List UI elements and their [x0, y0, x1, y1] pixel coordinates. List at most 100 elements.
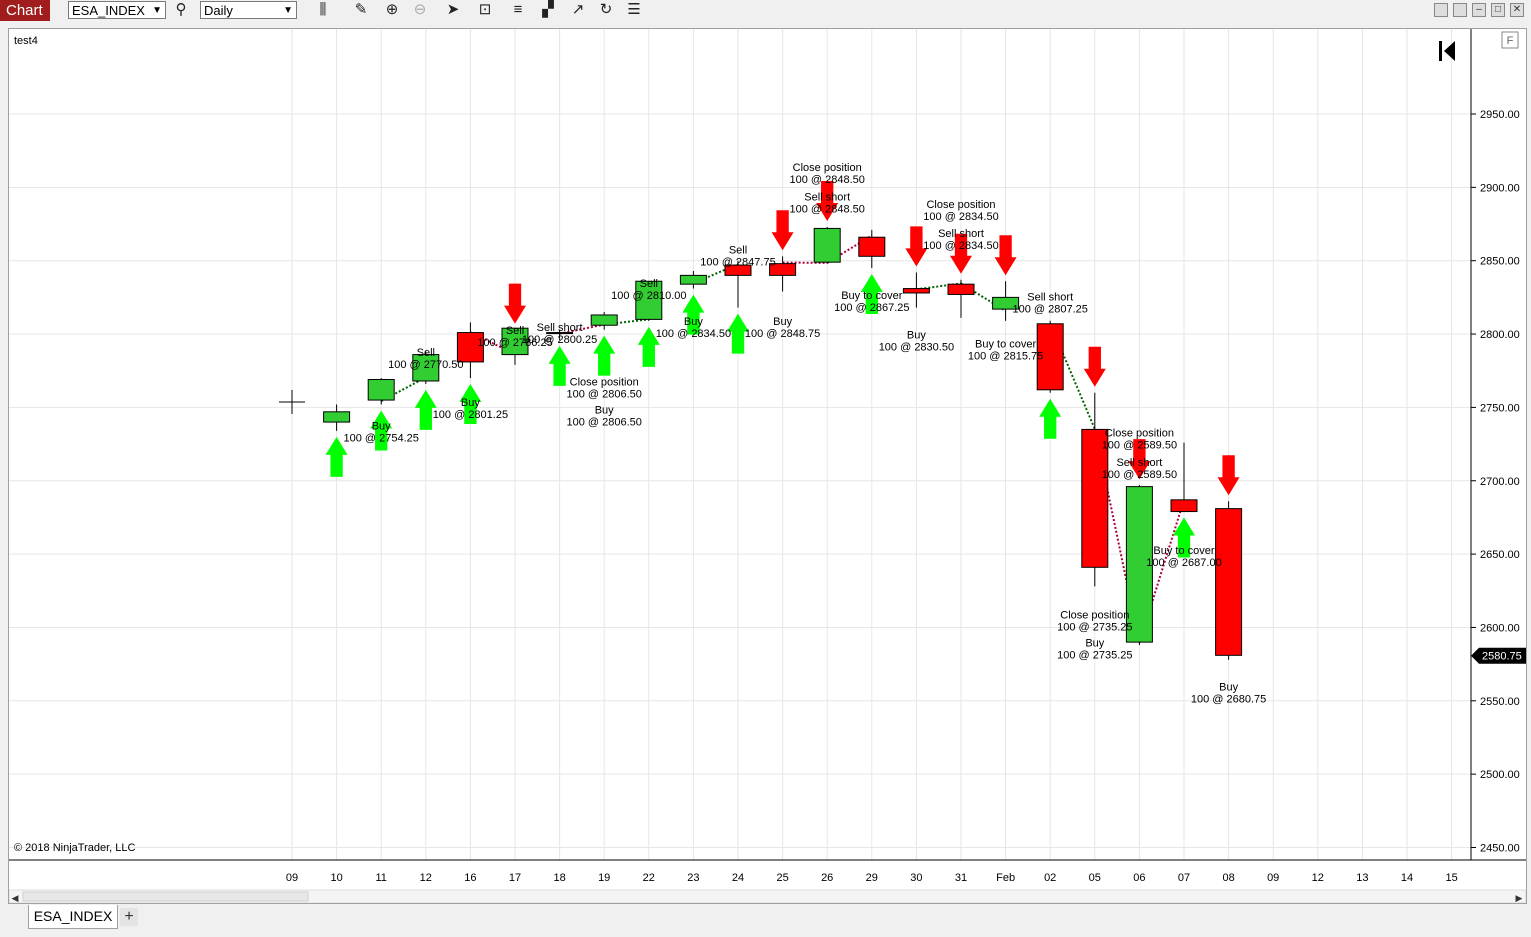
execution-label: 100 @ 2735.25 — [1057, 650, 1132, 662]
execution-label: Sell short — [804, 192, 850, 204]
execution-label: Buy — [595, 404, 614, 416]
execution-label: Sell short — [938, 228, 984, 240]
execution-label: Buy to cover — [975, 338, 1036, 350]
sell-signal-arrow-icon — [994, 235, 1017, 276]
candle-body[interactable] — [1081, 428, 1109, 568]
scrollbar-thumb[interactable] — [22, 891, 309, 902]
execution-label: 100 @ 2801.25 — [433, 409, 508, 421]
search-icon[interactable]: ⚲ — [175, 1, 187, 18]
jump-to-start-icon[interactable] — [1439, 41, 1442, 61]
execution-label: 100 @ 2847.75 — [700, 256, 775, 268]
scroll-left-icon: ◀ — [12, 893, 19, 903]
window-tile-icon[interactable] — [1434, 3, 1448, 17]
instrument-select[interactable]: ESA_INDEX ▼ — [68, 1, 166, 19]
sell-signal-arrow-icon — [950, 233, 972, 274]
chart-panel[interactable]: 2450.00 2500.00 2550.00 2600.00 2650.00 2700.… — [8, 28, 1527, 904]
execution-label: Sell — [506, 325, 524, 337]
x-tick-label: 30 — [910, 872, 922, 884]
candle-body[interactable] — [813, 227, 841, 263]
window-tile2-icon[interactable] — [1453, 3, 1467, 17]
data-box-icon[interactable]: ⊡ — [478, 1, 492, 18]
buy-signal-arrow-icon — [637, 326, 660, 367]
candle-body[interactable] — [590, 314, 618, 326]
candle-body[interactable] — [724, 264, 752, 276]
x-tick-label: 25 — [776, 872, 788, 884]
minimize-icon[interactable]: – — [1472, 3, 1486, 17]
candle-body[interactable] — [679, 274, 707, 285]
x-tick-label: 17 — [509, 872, 521, 884]
chart-title: Chart — [0, 0, 50, 21]
y-tick-label: 2850.00 — [1480, 256, 1520, 268]
x-tick-label: 05 — [1089, 872, 1101, 884]
strategies-icon[interactable]: ▞ — [542, 1, 554, 18]
pointer-icon[interactable]: ➤ — [446, 1, 460, 18]
panel-label: test4 — [14, 35, 38, 47]
copyright-text: © 2018 NinjaTrader, LLC — [14, 842, 135, 854]
candle-body[interactable] — [1170, 499, 1198, 513]
close-icon[interactable]: ✕ — [1510, 3, 1524, 17]
execution-label: 100 @ 2867.25 — [834, 302, 909, 314]
execution-label: Buy — [372, 420, 391, 432]
x-tick-label: 12 — [1312, 872, 1324, 884]
bars-icon[interactable]: ⫼ — [319, 1, 327, 18]
candle-body[interactable] — [1125, 486, 1153, 643]
trade-line — [559, 323, 605, 335]
price-chart[interactable]: 2450.00 2500.00 2550.00 2600.00 2650.00 2700.… — [9, 29, 1526, 903]
candle-body[interactable] — [992, 296, 1020, 310]
last-price-label: 2580.75 — [1482, 651, 1522, 663]
tab-esa-index[interactable]: ESA_INDEX — [28, 905, 118, 929]
execution-label: Close position — [1105, 428, 1174, 440]
execution-label: Close position — [793, 162, 862, 174]
sell-signal-arrow-icon — [504, 283, 526, 324]
candle-body[interactable] — [947, 283, 975, 295]
candle-body[interactable] — [858, 236, 886, 257]
instrument-value: ESA_INDEX — [72, 3, 145, 18]
candle-body[interactable] — [902, 288, 930, 294]
f-button[interactable] — [1501, 31, 1519, 49]
y-tick-label: 2700.00 — [1480, 476, 1520, 488]
period-select[interactable]: Daily ▼ — [200, 1, 297, 19]
candle-body[interactable] — [412, 354, 440, 382]
scrollbar-track[interactable] — [9, 889, 1526, 903]
x-tick-label: 13 — [1356, 872, 1368, 884]
x-tick-label: 11 — [375, 872, 386, 884]
maximize-icon[interactable]: □ — [1491, 3, 1505, 17]
zoom-in-icon[interactable]: ⊕ — [385, 1, 399, 18]
properties-icon[interactable]: ☰ — [627, 1, 641, 18]
execution-label: 100 @ 2815.75 — [968, 350, 1043, 362]
execution-label: 100 @ 2800.25 — [522, 334, 597, 346]
candle-body[interactable] — [323, 411, 351, 423]
last-price-marker — [1471, 647, 1526, 664]
candle-body[interactable] — [1036, 323, 1064, 391]
pencil-icon[interactable]: ✎ — [354, 1, 368, 18]
buy-signal-arrow-icon — [1039, 398, 1062, 439]
candle-body[interactable] — [635, 280, 663, 320]
candle-body[interactable] — [367, 379, 395, 401]
execution-label: 100 @ 2810.00 — [611, 290, 686, 302]
execution-label: 100 @ 2834.50 — [923, 211, 998, 223]
x-tick-label: 02 — [1044, 872, 1056, 884]
drawing-tools-icon[interactable]: ↗ — [571, 1, 585, 18]
indicators-icon[interactable]: ≡ — [513, 1, 523, 18]
x-tick-label: 14 — [1401, 872, 1413, 884]
candle-body[interactable] — [546, 332, 574, 335]
execution-label: Sell short — [1116, 457, 1162, 469]
jump-to-start-arrow-icon[interactable] — [1444, 41, 1455, 61]
buy-signal-arrow-icon — [1173, 517, 1195, 558]
trade-line — [604, 318, 649, 326]
candle-body[interactable] — [501, 327, 529, 356]
x-tick-label: 29 — [866, 872, 878, 884]
buy-signal-arrow-icon — [593, 335, 616, 376]
candle-body[interactable] — [1215, 508, 1243, 656]
execution-label: Close position — [570, 376, 639, 388]
candle-body[interactable] — [456, 332, 484, 363]
candle-body[interactable] — [769, 263, 797, 276]
x-tick-label: 23 — [687, 872, 699, 884]
add-tab-button[interactable]: + — [120, 908, 138, 926]
y-tick-label: 2550.00 — [1480, 696, 1520, 708]
y-tick-label: 2500.00 — [1480, 769, 1520, 781]
refresh-icon[interactable]: ↻ — [599, 1, 613, 18]
zoom-out-icon[interactable]: ⊖ — [413, 1, 427, 18]
execution-label: 100 @ 2589.50 — [1102, 440, 1177, 452]
buy-signal-arrow-icon — [370, 410, 393, 451]
